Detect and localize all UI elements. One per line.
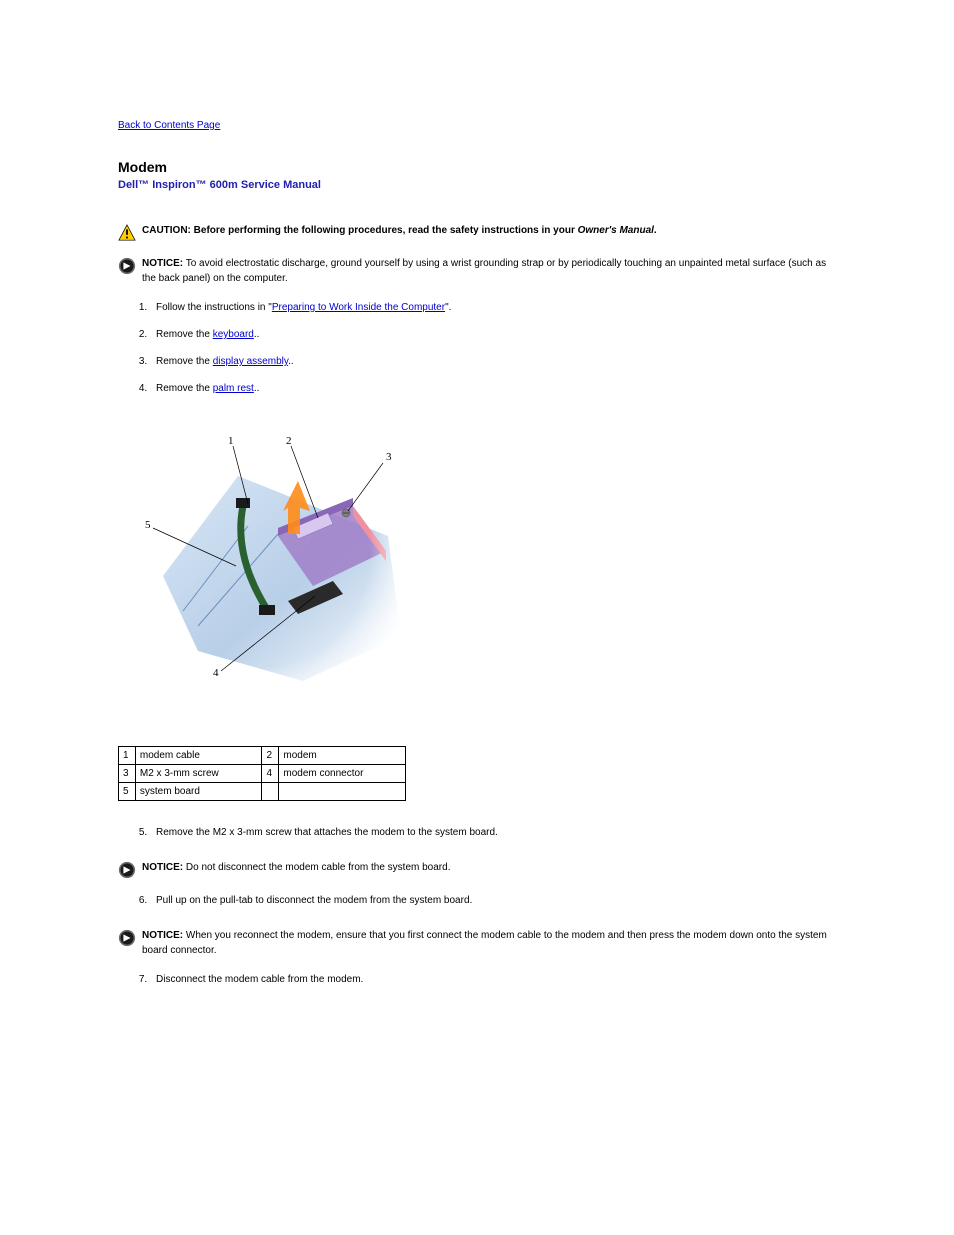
step-link[interactable]: keyboard bbox=[213, 329, 254, 340]
notice-esd-block: NOTICE: To avoid electrostatic discharge… bbox=[118, 256, 836, 286]
part-number: 2 bbox=[262, 747, 279, 765]
caution-text: CAUTION: Before performing the following… bbox=[142, 223, 657, 238]
step-item: Remove the palm rest.. bbox=[150, 381, 836, 396]
part-number: 4 bbox=[262, 765, 279, 783]
caution-block: CAUTION: Before performing the following… bbox=[118, 223, 836, 242]
steps-1-4: Follow the instructions in "Preparing to… bbox=[118, 300, 836, 396]
part-label: system board bbox=[135, 783, 262, 801]
section-title: Modem bbox=[118, 159, 836, 175]
step-item: Disconnect the modem cable from the mode… bbox=[150, 972, 836, 987]
manual-title: Dell™ Inspiron™ 600m Service Manual bbox=[118, 179, 836, 191]
table-row: 5system board bbox=[119, 783, 406, 801]
table-row: 1modem cable2modem bbox=[119, 747, 406, 765]
notice-cable-block: NOTICE: Do not disconnect the modem cabl… bbox=[118, 860, 836, 879]
callout-2: 2 bbox=[286, 435, 292, 447]
notice-esd-text: NOTICE: To avoid electrostatic discharge… bbox=[142, 256, 836, 286]
step-link[interactable]: Preparing to Work Inside the Computer bbox=[272, 302, 445, 313]
step-7: Disconnect the modem cable from the mode… bbox=[118, 972, 836, 987]
callout-4: 4 bbox=[213, 667, 219, 679]
notice-reconnect-block: NOTICE: When you reconnect the modem, en… bbox=[118, 928, 836, 958]
step-item: Follow the instructions in "Preparing to… bbox=[150, 300, 836, 315]
notice-icon bbox=[118, 257, 136, 275]
part-label: modem connector bbox=[279, 765, 406, 783]
step-item: Remove the display assembly.. bbox=[150, 354, 836, 369]
part-number: 1 bbox=[119, 747, 136, 765]
notice-icon bbox=[118, 861, 136, 879]
part-number: 5 bbox=[119, 783, 136, 801]
step-item: Pull up on the pull-tab to disconnect th… bbox=[150, 893, 836, 908]
part-number: 3 bbox=[119, 765, 136, 783]
notice-cable-text: NOTICE: Do not disconnect the modem cabl… bbox=[142, 860, 450, 875]
step-6: Pull up on the pull-tab to disconnect th… bbox=[118, 893, 836, 908]
part-label: modem bbox=[279, 747, 406, 765]
callout-3: 3 bbox=[386, 451, 392, 463]
step-item: Remove the keyboard.. bbox=[150, 327, 836, 342]
back-to-contents-link[interactable]: Back to Contents Page bbox=[118, 120, 220, 131]
part-label: modem cable bbox=[135, 747, 262, 765]
table-row: 3M2 x 3-mm screw4modem connector bbox=[119, 765, 406, 783]
step-5: Remove the M2 x 3-mm screw that attaches… bbox=[118, 825, 836, 840]
step-item: Remove the M2 x 3-mm screw that attaches… bbox=[150, 825, 836, 840]
step-link[interactable]: palm rest bbox=[213, 383, 254, 394]
callout-1: 1 bbox=[228, 435, 234, 447]
part-number bbox=[262, 783, 279, 801]
callout-5: 5 bbox=[145, 519, 151, 531]
step-link[interactable]: display assembly bbox=[213, 356, 288, 367]
part-label bbox=[279, 783, 406, 801]
notice-icon bbox=[118, 929, 136, 947]
notice-reconnect-text: NOTICE: When you reconnect the modem, en… bbox=[142, 928, 836, 958]
caution-icon bbox=[118, 224, 136, 242]
parts-table: 1modem cable2modem3M2 x 3-mm screw4modem… bbox=[118, 746, 406, 801]
part-label: M2 x 3-mm screw bbox=[135, 765, 262, 783]
modem-diagram: 1 2 3 4 5 bbox=[128, 416, 418, 716]
